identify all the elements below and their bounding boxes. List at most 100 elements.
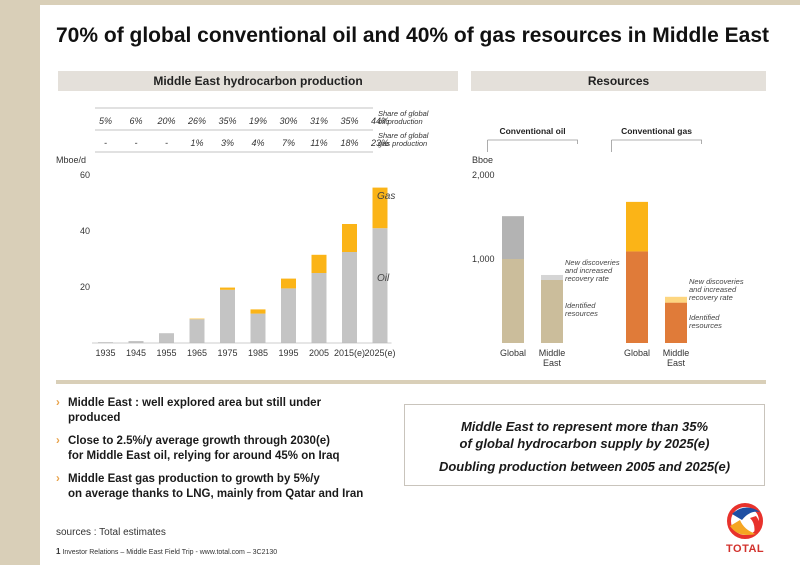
resource-group-title: Conventional gas <box>621 126 692 136</box>
annotation-new-discoveries: recovery rate <box>689 293 733 302</box>
share-value: 18% <box>340 138 358 148</box>
oil-bar <box>220 289 235 343</box>
resources-chart: Bboe 2,000 1,000 Conventional oil Global Midd… <box>472 126 744 368</box>
annotation-identified: resources <box>565 309 598 318</box>
oil-bar <box>98 342 113 343</box>
x-tick-label: 1965 <box>187 348 207 358</box>
x-tick-label: 1985 <box>248 348 268 358</box>
y-axis-label: Mboe/d <box>56 155 86 165</box>
production-chart: 5% 6% 20% 26% 35% 19% 30% 31% 35% 44%Share of glo… <box>56 107 429 358</box>
share-value: 1% <box>190 138 203 148</box>
y-tick-label: 60 <box>80 170 90 180</box>
share-value: 7% <box>282 138 295 148</box>
oil-bar <box>250 313 266 343</box>
key-message-line1: Middle East to represent more than 35% o… <box>459 419 710 451</box>
oil-bar <box>159 333 174 343</box>
gas-bar <box>250 309 266 314</box>
logo-text: TOTAL <box>726 543 765 555</box>
share-value: 35% <box>340 116 358 126</box>
share-row-label: Share of global <box>378 109 429 118</box>
x-tick-label: East <box>543 358 562 368</box>
oil-bar <box>128 341 144 343</box>
y-tick-label: 2,000 <box>472 170 495 180</box>
key-message-line2: Doubling production between 2005 and 202… <box>438 459 731 474</box>
identified-resources-bar <box>665 302 687 343</box>
x-tick-label: 2025(e) <box>364 348 395 358</box>
identified-resources-bar <box>502 259 524 343</box>
additional-resources-bar <box>541 274 563 280</box>
share-value: 19% <box>249 116 267 126</box>
oil-series-label: Oil <box>377 273 390 284</box>
share-value: 30% <box>279 116 297 126</box>
x-tick-label: 2015(e) <box>334 348 365 358</box>
share-value: 26% <box>187 116 206 126</box>
annotation-identified: Identified <box>565 301 596 310</box>
gas-bar <box>372 187 388 229</box>
footer-code: – 3C2130 <box>246 549 278 556</box>
bullet-item: › Middle East gas production to growth b… <box>56 473 364 500</box>
footer: 1 Investor Relations – Middle East Field… <box>56 547 277 556</box>
gas-bar <box>189 318 205 320</box>
x-tick-label: 1955 <box>156 348 176 358</box>
additional-resources-bar <box>665 296 687 303</box>
bullet-list: › Middle East : well explored area but s… <box>56 396 396 510</box>
additional-resources-bar <box>626 201 648 252</box>
y-tick-label: 1,000 <box>472 254 495 264</box>
frame-top-band <box>0 0 800 5</box>
page-title: 70% of global conventional oil and 40% o… <box>56 24 769 47</box>
bullet-item: › Middle East : well explored area but s… <box>56 397 322 424</box>
share-value: 31% <box>310 116 328 126</box>
y-tick-label: 40 <box>80 226 90 236</box>
gas-bar <box>281 278 296 289</box>
oil-bar <box>342 252 357 343</box>
share-row-label: Share of global <box>378 131 429 140</box>
page-number: 1 <box>56 547 61 556</box>
key-message-box: Middle East to represent more than 35% o… <box>404 404 765 486</box>
bullet-item: › Close to 2.5%/y average growth through… <box>56 435 340 462</box>
footer-text: Investor Relations – Middle East Field T… <box>62 549 245 556</box>
x-tick-label: 1995 <box>278 348 298 358</box>
oil-bar <box>311 273 327 343</box>
frame-left-band <box>0 0 40 565</box>
annotation-new-discoveries: and increased <box>565 266 613 275</box>
annotation-new-discoveries: recovery rate <box>565 274 609 283</box>
oil-bar <box>189 319 205 343</box>
chevron-right-icon: › <box>56 473 60 485</box>
oil-bar <box>281 288 296 343</box>
share-row-label: oil production <box>378 117 423 126</box>
share-value: 4% <box>251 138 264 148</box>
share-value: 11% <box>310 138 327 148</box>
gas-bar <box>342 224 357 252</box>
additional-resources-bar <box>502 216 524 259</box>
annotation-identified: resources <box>689 321 722 330</box>
share-value: 20% <box>156 116 175 126</box>
identified-resources-bar <box>541 280 563 343</box>
oil-bar <box>372 228 388 343</box>
annotation-new-discoveries: New discoveries <box>565 258 620 267</box>
x-tick-label: 1975 <box>217 348 237 358</box>
x-tick-label: Middle <box>539 348 566 358</box>
y-tick-label: 20 <box>80 282 90 292</box>
x-tick-label: 2005 <box>309 348 329 358</box>
share-value: - <box>165 138 168 148</box>
share-row-label: gas production <box>378 139 427 148</box>
share-value: - <box>135 138 138 148</box>
annotation-new-discoveries: and increased <box>689 285 737 294</box>
sources-note: sources : Total estimates <box>56 527 166 538</box>
production-panel-header: Middle East hydrocarbon production <box>58 71 458 91</box>
x-tick-label: 1945 <box>126 348 146 358</box>
share-value: 35% <box>218 116 236 126</box>
identified-resources-bar <box>626 251 648 343</box>
section-divider <box>56 380 766 384</box>
total-logo-icon <box>727 503 763 539</box>
annotation-new-discoveries: New discoveries <box>689 277 744 286</box>
share-value: 6% <box>129 116 142 126</box>
gas-bar <box>311 254 327 273</box>
x-tick-label: Global <box>500 348 526 358</box>
x-tick-label: East <box>667 358 686 368</box>
y-axis-label: Bboe <box>472 155 493 165</box>
share-value: 3% <box>221 138 234 148</box>
annotation-identified: Identified <box>689 313 720 322</box>
group-bracket <box>611 139 702 152</box>
share-value: 5% <box>99 116 112 126</box>
